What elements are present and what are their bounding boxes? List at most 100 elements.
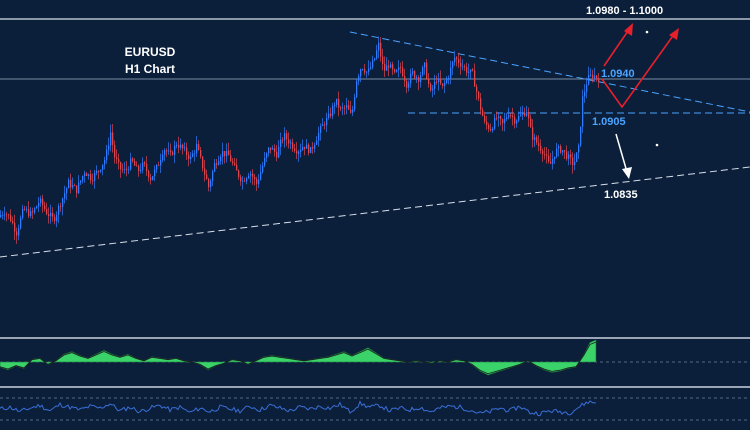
- candle-body: [570, 154, 572, 158]
- candle-body: [398, 67, 400, 71]
- candle-body: [194, 153, 196, 154]
- candle-body: [584, 91, 586, 97]
- histogram-indicator: [0, 339, 597, 376]
- candle-body: [188, 154, 190, 160]
- candle-body: [176, 144, 178, 146]
- candle-body: [340, 107, 342, 109]
- candle-body: [432, 88, 434, 91]
- candle-body: [578, 145, 580, 153]
- candle-body: [264, 158, 266, 166]
- candle-body: [508, 115, 510, 118]
- candle-body: [502, 119, 504, 124]
- candle-body: [472, 69, 474, 71]
- candle-body: [172, 152, 174, 155]
- candle-body: [544, 154, 546, 156]
- candle-body: [504, 119, 506, 124]
- candle-body: [240, 176, 242, 182]
- candle-body: [582, 96, 584, 127]
- candle-body: [110, 132, 112, 146]
- candle-body: [396, 70, 398, 72]
- candle-body: [98, 170, 100, 172]
- candle-body: [144, 162, 146, 164]
- candle-body: [358, 76, 360, 82]
- descending-trendline: [349, 31, 750, 113]
- candle-body: [196, 144, 198, 154]
- candle-body: [278, 146, 280, 158]
- candle-body: [366, 71, 368, 73]
- candle-body: [248, 175, 250, 179]
- candle-body: [168, 150, 170, 152]
- candle-body: [434, 81, 436, 89]
- candle-body: [8, 214, 10, 216]
- candle-body: [96, 170, 98, 173]
- candle-body: [224, 151, 226, 157]
- candle-body: [210, 180, 212, 188]
- candle-body: [228, 150, 230, 156]
- candle-body: [448, 77, 450, 79]
- candle-body: [554, 156, 556, 159]
- candle-body: [212, 171, 214, 181]
- candle-body: [550, 161, 552, 164]
- candle-body: [500, 116, 502, 120]
- candle-body: [14, 222, 16, 232]
- candle-body: [338, 98, 340, 108]
- candle-body: [4, 214, 6, 216]
- candle-body: [460, 63, 462, 67]
- candle-body: [404, 75, 406, 82]
- candle-body: [106, 149, 108, 160]
- candle-body: [16, 231, 18, 236]
- candle-body: [336, 98, 338, 105]
- candle-body: [22, 208, 24, 218]
- candle-body: [540, 145, 542, 151]
- candle-body: [50, 212, 52, 217]
- candle-body: [90, 174, 92, 181]
- candle-body: [272, 148, 274, 150]
- candle-body: [410, 73, 412, 84]
- candle-body: [496, 117, 498, 119]
- candle-body: [146, 163, 148, 171]
- candle-body: [476, 86, 478, 92]
- candle-body: [494, 117, 496, 129]
- candle-body: [178, 144, 180, 148]
- support-level-label: 1.0835: [604, 189, 638, 201]
- candle-body: [256, 178, 258, 185]
- candle-body: [220, 156, 222, 162]
- candle-body: [328, 113, 330, 118]
- candle-body: [12, 220, 14, 223]
- candle-body: [246, 178, 248, 182]
- candle-body: [490, 128, 492, 131]
- candle-body: [348, 105, 350, 110]
- candle-body: [518, 115, 520, 121]
- pivot-level-label: 1.0905: [592, 116, 626, 128]
- candle-body: [510, 115, 512, 116]
- candle-body: [390, 64, 392, 68]
- candle-body: [522, 112, 524, 115]
- candle-body: [120, 162, 122, 170]
- candle-body: [132, 158, 134, 162]
- candle-body: [84, 173, 86, 176]
- candle-body: [242, 180, 244, 182]
- candle-body: [136, 165, 138, 167]
- candle-body: [208, 179, 210, 188]
- candle-body: [148, 170, 150, 178]
- candle-body: [130, 158, 132, 170]
- candle-body: [122, 169, 124, 171]
- candle-body: [72, 185, 74, 188]
- candle-body: [560, 146, 562, 153]
- candle-body: [36, 206, 38, 209]
- candle-body: [262, 165, 264, 172]
- bearish-arrowhead: [622, 167, 632, 179]
- candle-body: [44, 205, 46, 210]
- candle-body: [332, 105, 334, 116]
- candle-body: [538, 142, 540, 146]
- candle-body: [170, 150, 172, 153]
- candle-body: [112, 132, 114, 145]
- candle-body: [108, 145, 110, 150]
- candle-body: [268, 147, 270, 154]
- candle-body: [292, 142, 294, 149]
- candle-body: [418, 77, 420, 82]
- candle-body: [304, 146, 306, 149]
- bullish-direct-arrow: [603, 27, 631, 67]
- candle-body: [284, 133, 286, 141]
